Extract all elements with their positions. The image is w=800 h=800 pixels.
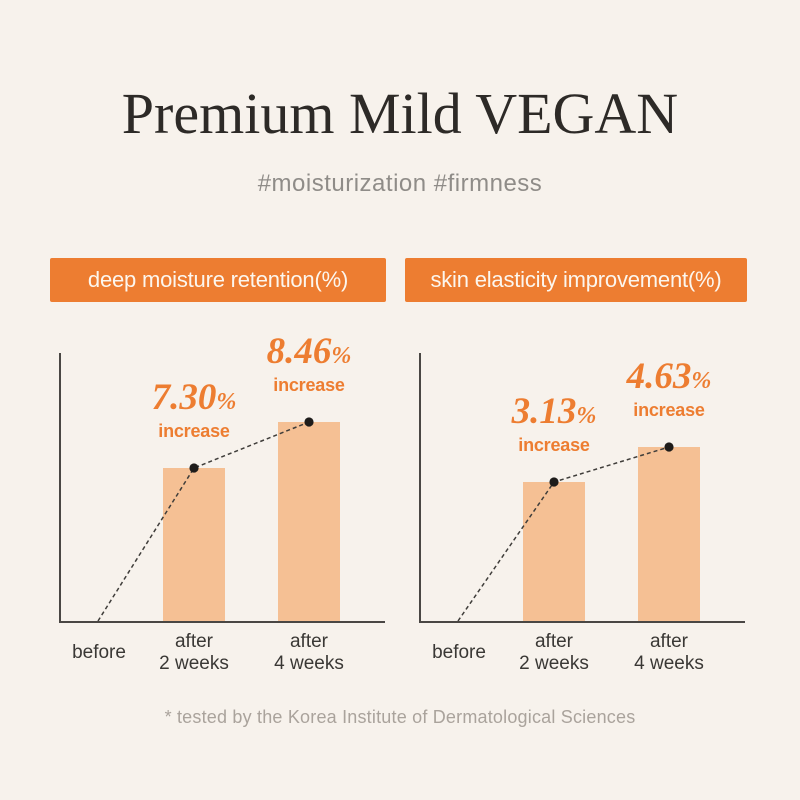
category-label-before: before bbox=[72, 642, 126, 663]
annotation-value: 8.46% bbox=[224, 333, 394, 373]
annotation-4.63: 4.63% increase bbox=[584, 358, 754, 421]
bar-after-4-weeks bbox=[278, 422, 340, 623]
annotation-percent-sign: % bbox=[691, 368, 712, 394]
x-axis-line bbox=[59, 621, 385, 623]
chart2-title: skin elasticity improvement(%) bbox=[430, 267, 722, 292]
footnote: * tested by the Korea Institute of Derma… bbox=[164, 707, 636, 727]
data-point-dot bbox=[549, 477, 559, 487]
bar-after-2-weeks bbox=[523, 482, 585, 623]
page-subtitle: #moisturization #firmness bbox=[257, 170, 543, 197]
chart2-title-banner: skin elasticity improvement(%) bbox=[405, 258, 747, 302]
category-label-before: before bbox=[432, 642, 486, 663]
annotation-percent-sign: % bbox=[331, 343, 352, 369]
annotation-number: 8.46 bbox=[266, 331, 332, 372]
chart1-title: deep moisture retention(%) bbox=[87, 267, 349, 292]
category-label-after-2-weeks: after 2 weeks bbox=[159, 631, 229, 674]
page-title: Premium Mild VEGAN bbox=[121, 81, 679, 146]
annotation-number: 4.63 bbox=[626, 356, 692, 397]
annotation-caption: increase bbox=[633, 400, 705, 420]
trend-line-svg bbox=[457, 442, 674, 622]
trend-dashed-line bbox=[457, 446, 670, 622]
trend-dashed-line bbox=[97, 421, 310, 622]
annotation-value: 7.30% bbox=[109, 379, 279, 419]
annotation-percent-sign: % bbox=[576, 403, 597, 429]
category-label-after-4-weeks: after 4 weeks bbox=[634, 631, 704, 674]
chart1-title-banner: deep moisture retention(%) bbox=[50, 258, 386, 302]
category-label-after-2-weeks: after 2 weeks bbox=[519, 631, 589, 674]
annotation-number: 7.30 bbox=[151, 377, 217, 418]
data-point-dot bbox=[304, 417, 314, 427]
annotation-caption: increase bbox=[158, 421, 230, 441]
chart-skin-elasticity-improvement: 3.13% increase 4.63% increase before after 2 … bbox=[419, 353, 745, 674]
annotation-number: 3.13 bbox=[511, 391, 577, 432]
annotation-caption: increase bbox=[273, 375, 345, 395]
trend-line-svg bbox=[97, 417, 314, 622]
annotation-3.13: 3.13% increase bbox=[469, 393, 639, 456]
annotation-value: 3.13% bbox=[469, 393, 639, 433]
annotation-value: 4.63% bbox=[584, 358, 754, 398]
data-point-dot bbox=[189, 463, 199, 473]
annotation-caption: increase bbox=[518, 435, 590, 455]
annotation-percent-sign: % bbox=[216, 389, 237, 415]
bar-after-2-weeks bbox=[163, 468, 225, 623]
annotation-8.46: 8.46% increase bbox=[224, 333, 394, 396]
y-axis-line bbox=[59, 353, 61, 623]
category-label-after-4-weeks: after 4 weeks bbox=[274, 631, 344, 674]
x-axis-line bbox=[419, 621, 745, 623]
data-point-dot bbox=[664, 442, 674, 452]
bar-after-4-weeks bbox=[638, 447, 700, 623]
chart-deep-moisture-retention: 7.30% increase 8.46% increase before after 2 … bbox=[59, 333, 385, 674]
annotation-7.30: 7.30% increase bbox=[109, 379, 279, 442]
y-axis-line bbox=[419, 353, 421, 623]
